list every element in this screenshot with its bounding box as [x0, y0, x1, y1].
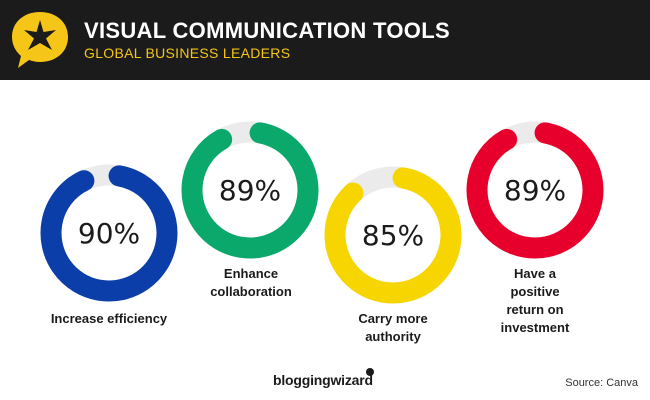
donut-value-positive-roi: 89%: [504, 174, 566, 207]
donut-enhance-collaboration: 89%: [181, 121, 319, 259]
donut-label-enhance-collaboration: Enhance collaboration: [210, 266, 292, 299]
donut-value-enhance-collaboration: 89%: [219, 174, 281, 207]
donut-arc-positive-roi: [466, 121, 604, 259]
donut-value-increase-efficiency: 90%: [78, 217, 140, 250]
donut-arc-carry-more-authority: [324, 166, 462, 304]
star-speech-bubble-icon: [12, 12, 68, 68]
chart-title: VISUAL COMMUNICATION TOOLS: [84, 18, 450, 43]
donut-label-carry-more-authority: Carry more authority: [358, 311, 428, 344]
chart-subtitle: GLOBAL BUSINESS LEADERS: [84, 45, 291, 61]
donut-arc-increase-efficiency: [40, 164, 178, 302]
donut-value-carry-more-authority: 85%: [362, 219, 424, 252]
donut-label-positive-roi: Have a positive return on investment: [500, 266, 570, 335]
header-bar: VISUAL COMMUNICATION TOOLS GLOBAL BUSINE…: [0, 0, 650, 80]
brand-logo-dot: [366, 368, 374, 376]
donut-increase-efficiency: 90%: [40, 164, 178, 302]
donut-positive-roi: 89%: [466, 121, 604, 259]
donut-label-increase-efficiency: Increase efficiency: [50, 311, 168, 326]
source-note: Source: Canva: [565, 377, 638, 389]
donut-arc-enhance-collaboration: [181, 121, 319, 259]
brand-logo: bloggingwizard: [273, 372, 373, 388]
donut-carry-more-authority: 85%: [324, 166, 462, 304]
